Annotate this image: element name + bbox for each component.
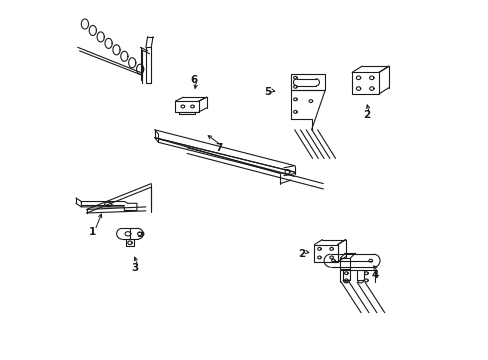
Text: 5: 5 — [264, 87, 271, 97]
Text: 6: 6 — [190, 75, 198, 85]
Text: 3: 3 — [131, 263, 139, 273]
Text: 2: 2 — [362, 111, 369, 121]
Text: 1: 1 — [88, 227, 96, 237]
Text: 2: 2 — [298, 248, 305, 258]
Text: 7: 7 — [215, 143, 223, 153]
Text: 4: 4 — [371, 270, 378, 280]
